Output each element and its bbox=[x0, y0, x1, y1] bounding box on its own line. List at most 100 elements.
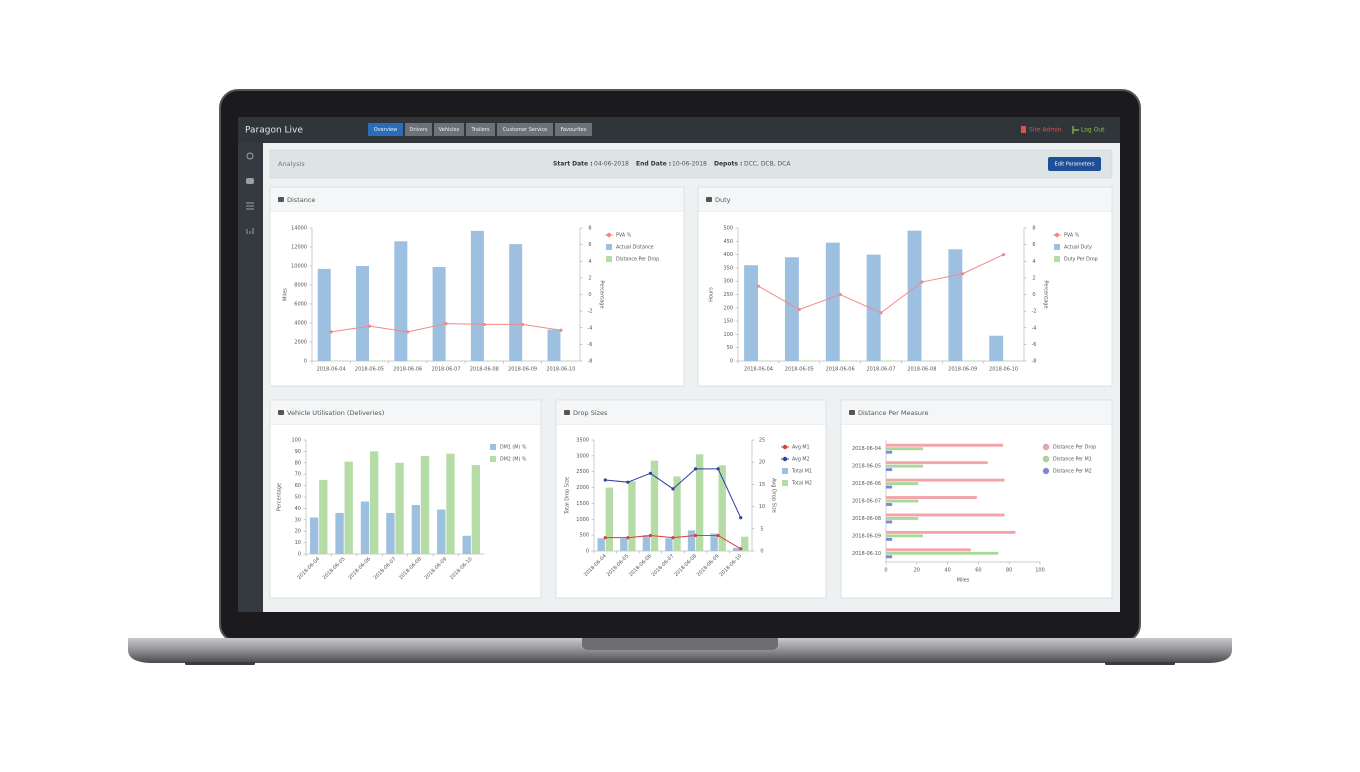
bar bbox=[687, 530, 696, 551]
panel-header bbox=[270, 400, 541, 425]
x-tick-label: 100 bbox=[1035, 568, 1045, 574]
sidebar-icon[interactable] bbox=[246, 228, 254, 234]
legend-label: Actual Duty bbox=[1064, 245, 1092, 251]
legend-marker bbox=[606, 244, 612, 250]
edit-parameters-button[interactable] bbox=[1048, 157, 1101, 171]
y2-tick-label: 0 bbox=[588, 292, 591, 298]
legend-marker bbox=[490, 456, 496, 462]
y2-tick-label: -6 bbox=[1032, 342, 1037, 348]
panel-icon bbox=[706, 197, 712, 202]
bar bbox=[386, 512, 395, 554]
y2-tick-label: 0 bbox=[1032, 292, 1035, 298]
bar bbox=[597, 538, 605, 551]
bar bbox=[642, 535, 651, 551]
bar bbox=[605, 487, 614, 551]
y-tick-label: 2018-06-10 bbox=[852, 551, 881, 557]
y2-tick-label: -6 bbox=[588, 342, 593, 348]
end-date: 10-06-2018 bbox=[672, 161, 707, 168]
panel-icon bbox=[278, 410, 284, 415]
sidebar-icon[interactable] bbox=[246, 178, 254, 184]
legend-label: Distance Per Drop bbox=[1053, 445, 1096, 451]
bar bbox=[437, 509, 446, 554]
notch bbox=[582, 638, 778, 650]
legend-marker bbox=[782, 468, 788, 474]
bar bbox=[394, 241, 408, 361]
bar bbox=[331, 360, 345, 362]
bar bbox=[886, 548, 971, 552]
x-tick-label: 20 bbox=[914, 568, 920, 574]
panel-title: Duty bbox=[715, 196, 731, 204]
point bbox=[648, 471, 653, 475]
point bbox=[961, 272, 965, 276]
edit-parameters-label[interactable]: Edit Parameters bbox=[1055, 162, 1095, 168]
y-tick-label: 0 bbox=[298, 552, 301, 558]
y2-tick-label: 8 bbox=[1032, 226, 1035, 232]
bar bbox=[741, 536, 749, 551]
laptop-base bbox=[128, 638, 1232, 663]
bar bbox=[886, 516, 919, 520]
y-tick-label: 2500 bbox=[576, 469, 589, 475]
sidebar-icon[interactable] bbox=[246, 202, 254, 210]
nav-tab-label[interactable]: Trailers bbox=[471, 127, 490, 133]
y-tick-label: 2018-06-08 bbox=[852, 516, 881, 522]
foot bbox=[1105, 662, 1175, 665]
y-tick-label: 10000 bbox=[291, 264, 307, 270]
bar bbox=[1003, 360, 1018, 362]
y-tick-label: 1500 bbox=[576, 501, 589, 507]
x-tick-label: 2018-06-05 bbox=[785, 367, 814, 373]
bar bbox=[462, 535, 471, 554]
panel bbox=[697, 186, 1113, 387]
panel-header bbox=[270, 187, 684, 212]
y2-tick-label: 4 bbox=[1032, 259, 1035, 265]
point bbox=[879, 311, 883, 315]
nav-tab-label[interactable]: Favourites bbox=[561, 127, 587, 133]
legend-marker bbox=[490, 444, 496, 450]
bar bbox=[886, 468, 893, 472]
nav-tab[interactable] bbox=[434, 123, 464, 136]
nav-tab[interactable] bbox=[368, 123, 403, 136]
y-tick-label: 50 bbox=[295, 495, 301, 501]
bar bbox=[628, 481, 636, 551]
bar bbox=[886, 551, 999, 555]
y2-tick-label: -4 bbox=[588, 325, 593, 331]
nav-tab-label[interactable]: Overview bbox=[374, 127, 398, 133]
point bbox=[739, 547, 743, 551]
nav-tab[interactable] bbox=[405, 123, 432, 136]
bar bbox=[509, 244, 523, 361]
nav-tab[interactable] bbox=[466, 123, 495, 136]
nav-tab-label[interactable]: Drivers bbox=[410, 127, 428, 133]
bar bbox=[886, 482, 919, 486]
y-tick-label: 500 bbox=[579, 533, 589, 539]
bar bbox=[522, 360, 536, 362]
y-tick-label: 40 bbox=[295, 506, 301, 512]
x-tick-label: 2018-06-04 bbox=[317, 367, 346, 373]
bar bbox=[886, 530, 1016, 534]
y-tick-label: 1000 bbox=[576, 517, 589, 523]
y2-tick-label: 20 bbox=[759, 460, 765, 466]
nav-tab-label[interactable]: Vehicles bbox=[439, 127, 460, 133]
legend-marker bbox=[606, 256, 612, 262]
legend-marker bbox=[1054, 256, 1060, 262]
nav-tab[interactable] bbox=[555, 123, 592, 136]
y-tick-label: 30 bbox=[295, 517, 301, 523]
x-tick-label: 40 bbox=[944, 568, 950, 574]
log-out-link[interactable]: Log Out bbox=[1081, 127, 1105, 134]
panel-title: Drop Sizes bbox=[573, 409, 608, 417]
site-admin-link[interactable]: Site Admin bbox=[1029, 127, 1062, 134]
bar bbox=[948, 249, 963, 361]
bar bbox=[369, 451, 379, 554]
end-date-label: End Date : bbox=[636, 161, 671, 168]
point bbox=[716, 467, 720, 471]
y-tick-label: 12000 bbox=[291, 245, 307, 251]
nav-tab[interactable] bbox=[497, 123, 553, 136]
legend-label: DM2 (M) % bbox=[500, 457, 527, 463]
y-tick-label: 14000 bbox=[291, 226, 307, 232]
panel-icon bbox=[564, 410, 570, 415]
nav-tab-label[interactable]: Customer Service bbox=[503, 127, 547, 133]
y-axis-label: Hours bbox=[709, 287, 715, 302]
x-tick-label: 2018-06-09 bbox=[948, 367, 977, 373]
legend-label: Distance Per M1 bbox=[1053, 457, 1092, 463]
bar bbox=[866, 254, 881, 361]
sidebar-icon[interactable] bbox=[246, 152, 254, 160]
